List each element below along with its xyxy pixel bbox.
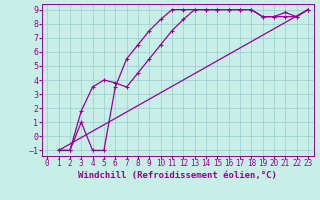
X-axis label: Windchill (Refroidissement éolien,°C): Windchill (Refroidissement éolien,°C)	[78, 171, 277, 180]
